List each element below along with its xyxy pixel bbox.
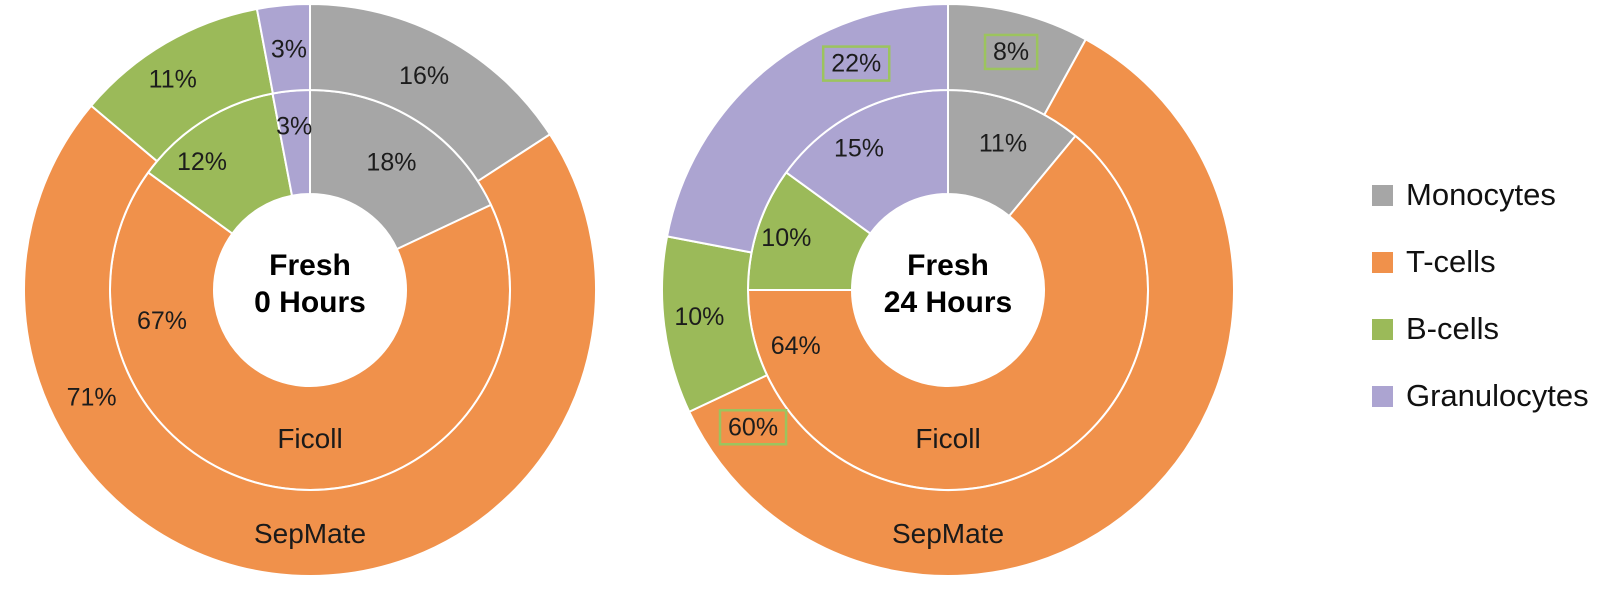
- center-label-line1: Fresh: [269, 249, 351, 282]
- legend-label-granulocytes: Granulocytes: [1406, 378, 1589, 414]
- ring-label-sepmate: SepMate: [254, 518, 366, 549]
- percent-label: 3%: [276, 113, 312, 141]
- percent-label: 22%: [831, 50, 881, 78]
- legend-item-b-cells: B-cells: [1372, 312, 1589, 346]
- percent-label-box: [718, 409, 788, 446]
- donut-chart-0-hours: 18% 67% 12% 3% Ficoll 16% 71% 11% 3% SepMate Fresh…: [23, 3, 597, 577]
- legend-item-monocytes: Monocytes: [1372, 177, 1589, 212]
- t-cells-swatch-icon: [1372, 251, 1393, 273]
- donut-segment-sepmate-granulocytes: [666, 3, 949, 254]
- percent-label: 12%: [177, 148, 227, 176]
- percent-label: 67%: [137, 307, 187, 335]
- legend: Monocytes T-cells B-cells Granulocytes: [1372, 177, 1589, 413]
- legend-label-b-cells: B-cells: [1406, 311, 1500, 347]
- b-cells-swatch-icon: [1372, 318, 1393, 340]
- percent-label-box: [821, 45, 891, 82]
- ring-label-ficoll: Ficoll: [915, 423, 980, 454]
- percent-label: 71%: [67, 383, 117, 411]
- percent-label: 15%: [834, 134, 884, 162]
- ring-label-ficoll: Ficoll: [277, 423, 342, 454]
- donut-segment-sepmate-t-cells: [688, 38, 1235, 577]
- percent-label: 64%: [771, 332, 821, 360]
- donut-chart-24-hours: 11% 64% 10% 15% Ficoll 8% 60% 10% 22% SepMate Fres…: [661, 3, 1235, 577]
- legend-label-monocytes: Monocytes: [1406, 177, 1556, 212]
- percent-label: 10%: [761, 224, 811, 252]
- center-label-line2: 24 Hours: [884, 286, 1012, 319]
- ring-label-sepmate: SepMate: [892, 518, 1004, 549]
- donut-segment-sepmate-t-cells: [23, 104, 597, 577]
- center-label-line2: 0 Hours: [254, 286, 366, 319]
- granulocytes-swatch-icon: [1372, 385, 1393, 407]
- percent-label: 10%: [674, 303, 724, 331]
- percent-label: 11%: [149, 65, 197, 93]
- legend-item-granulocytes: Granulocytes: [1372, 379, 1589, 413]
- legend-label-t-cells: T-cells: [1406, 244, 1496, 280]
- donut-segment-sepmate-granulocytes: [255, 3, 311, 95]
- percent-label: 18%: [366, 148, 416, 176]
- percent-label: 8%: [993, 38, 1029, 66]
- percent-label: 16%: [399, 62, 449, 90]
- legend-item-t-cells: T-cells: [1372, 244, 1589, 280]
- percent-label: 60%: [728, 413, 778, 441]
- center-label-line1: Fresh: [907, 249, 989, 282]
- percent-label: 11%: [979, 130, 1027, 158]
- percent-label-box: [983, 33, 1039, 71]
- percent-label: 3%: [271, 36, 307, 64]
- monocytes-swatch-icon: [1372, 184, 1393, 206]
